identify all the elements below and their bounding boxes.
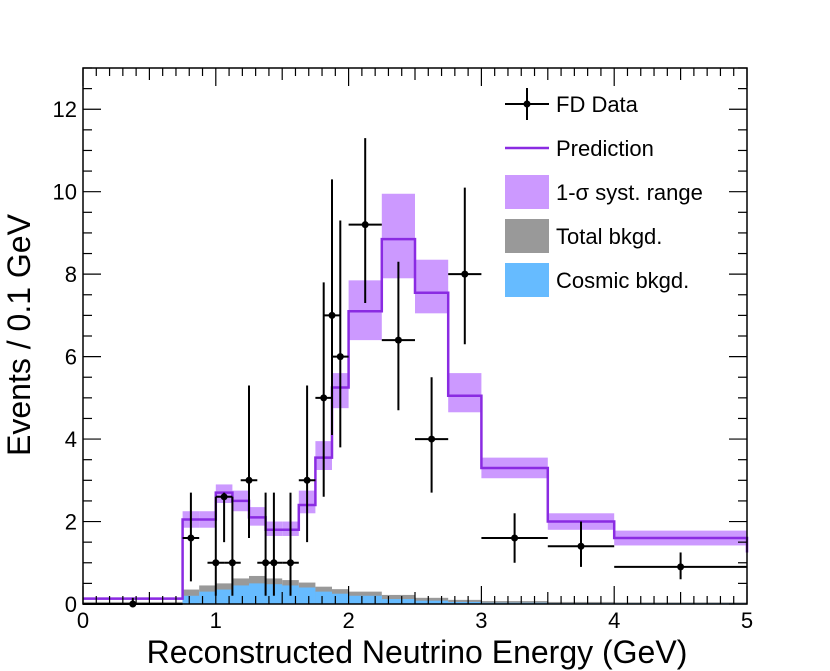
data-marker xyxy=(461,270,469,278)
cosmic-bkgd-bin xyxy=(448,601,482,604)
y-tick-label: 2 xyxy=(65,510,77,535)
data-point xyxy=(415,377,449,493)
data-marker xyxy=(287,559,294,567)
data-marker xyxy=(428,435,436,443)
syst-band-bin xyxy=(415,259,449,314)
cosmic-bkgd-bin xyxy=(381,599,415,604)
data-marker xyxy=(270,559,278,567)
data-point xyxy=(182,492,200,582)
x-tick-label: 0 xyxy=(77,608,89,633)
data-point xyxy=(224,496,241,596)
data-marker xyxy=(320,394,328,402)
data-marker xyxy=(303,476,311,484)
data-point xyxy=(481,513,548,563)
syst-band-bin xyxy=(448,373,482,413)
data-marker xyxy=(361,221,369,229)
y-tick-label: 12 xyxy=(53,97,77,122)
cosmic-bkgd-bin xyxy=(249,583,266,604)
data-marker xyxy=(245,476,253,484)
legend-marker-dot xyxy=(523,100,531,108)
legend-entry: FD Data xyxy=(505,88,639,120)
x-tick-label: 4 xyxy=(608,608,620,633)
data-marker xyxy=(328,311,336,319)
y-tick-label: 0 xyxy=(65,592,77,617)
data-marker xyxy=(212,559,220,567)
data-point xyxy=(315,282,332,497)
y-tick-label: 6 xyxy=(65,345,77,370)
data-point xyxy=(298,385,316,543)
data-marker xyxy=(228,559,236,567)
data-marker xyxy=(677,563,685,571)
cosmic-bkgd-bin xyxy=(215,589,233,604)
data-point xyxy=(381,261,415,411)
legend-label: 1-σ syst. range xyxy=(556,180,703,205)
cosmic-bkgd-bin xyxy=(199,591,216,604)
legend-box-swatch xyxy=(505,263,549,297)
cosmic-bkgd-bin xyxy=(182,595,200,604)
cosmic-bkgd-bin xyxy=(415,600,449,604)
data-point xyxy=(614,552,747,580)
data-marker xyxy=(511,534,519,542)
data-marker xyxy=(394,336,402,344)
axis-ticks xyxy=(82,67,748,605)
y-tick-label: 10 xyxy=(53,180,77,205)
y-tick-label: 4 xyxy=(65,427,77,452)
data-point xyxy=(240,385,258,539)
total-bkgd-bin xyxy=(547,601,615,604)
data-marker xyxy=(577,542,585,550)
legend-entry: Total bkgd. xyxy=(505,219,662,253)
background-group xyxy=(83,575,747,604)
data-marker xyxy=(220,493,228,501)
data-point xyxy=(265,492,283,596)
total-bkgd-bin xyxy=(481,601,548,604)
legend: FD Data Prediction 1-σ syst. range Total bk… xyxy=(505,88,703,297)
x-tick-label: 5 xyxy=(741,608,753,633)
cosmic-bkgd-bin xyxy=(315,591,332,604)
y-axis-title: Events / 0.1 GeV xyxy=(1,213,37,456)
legend-label: FD Data xyxy=(556,92,639,117)
legend-box-swatch xyxy=(505,175,549,209)
x-tick-label: 1 xyxy=(210,608,222,633)
data-point xyxy=(282,492,299,596)
data-point xyxy=(448,187,482,345)
x-tick-label: 3 xyxy=(475,608,487,633)
data-point xyxy=(323,179,341,435)
prediction-line xyxy=(83,237,749,600)
cosmic-bkgd-bin xyxy=(298,587,316,604)
data-point xyxy=(215,492,233,543)
x-tick-label: 2 xyxy=(342,608,354,633)
legend-entry: Prediction xyxy=(505,136,654,161)
legend-box-swatch xyxy=(505,219,549,253)
legend-entry: Cosmic bkgd. xyxy=(505,263,689,297)
cosmic-bkgd-bin xyxy=(232,585,249,604)
cosmic-bkgd-bin xyxy=(332,593,349,604)
data-point xyxy=(332,220,349,448)
legend-label: Prediction xyxy=(556,136,654,161)
y-tick-label: 8 xyxy=(65,262,77,287)
data-point xyxy=(207,496,225,596)
data-marker xyxy=(187,534,195,542)
legend-entry: 1-σ syst. range xyxy=(505,175,703,209)
data-point xyxy=(348,138,382,304)
x-axis-title: Reconstructed Neutrino Energy (GeV) xyxy=(147,634,688,670)
legend-label: Cosmic bkgd. xyxy=(556,268,689,293)
data-point xyxy=(547,521,615,567)
cosmic-bkgd-bin xyxy=(348,595,382,604)
legend-label: Total bkgd. xyxy=(556,224,662,249)
data-marker xyxy=(336,353,344,361)
data-points-group xyxy=(83,138,747,608)
